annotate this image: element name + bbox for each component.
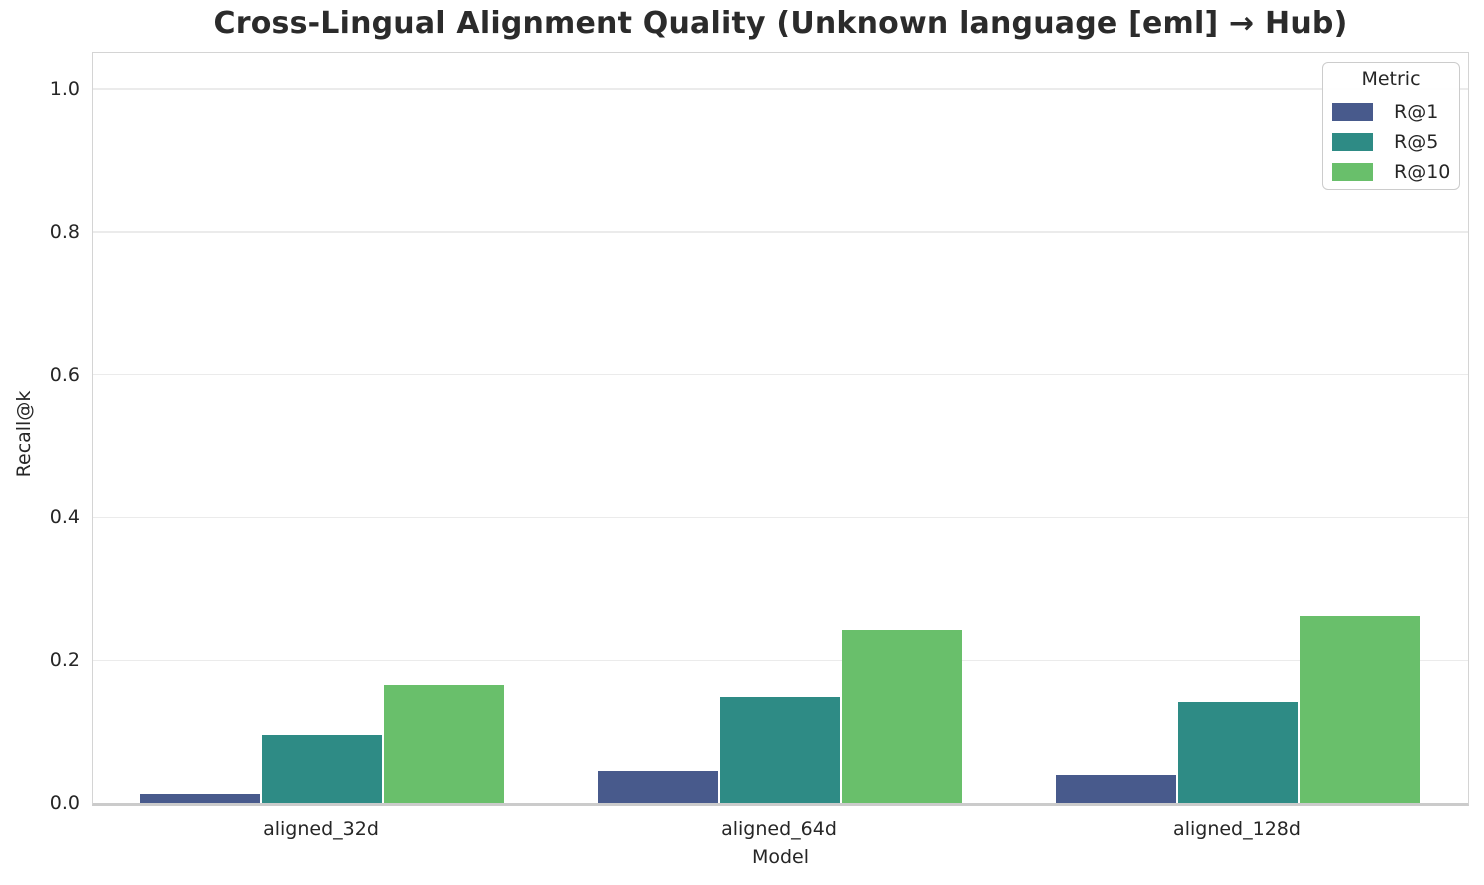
gridline (93, 373, 1468, 376)
legend-label: R@10 (1394, 161, 1451, 183)
y-tick-label: 0.4 (49, 506, 80, 529)
legend: Metric R@1 R@5 R@10 (1322, 62, 1460, 190)
gridline (93, 659, 1468, 661)
gridline (93, 516, 1468, 519)
bar-aligned_64d-R@5 (719, 697, 841, 803)
y-tick-label: 0.2 (49, 649, 80, 672)
bar-aligned_128d-R@5 (1177, 701, 1299, 803)
legend-swatch-icon (1332, 133, 1373, 151)
bar-aligned_128d-R@10 (1300, 615, 1421, 803)
bar-aligned_32d-R@10 (384, 685, 505, 803)
legend-item-R@5: R@5 (1323, 127, 1459, 157)
legend-item-R@1: R@1 (1323, 97, 1459, 127)
legend-swatch-icon (1332, 163, 1373, 181)
y-tick-label: 0.8 (49, 220, 80, 243)
gridline (93, 88, 1468, 90)
x-tick-label: aligned_128d (1173, 818, 1301, 840)
y-axis-label: Recall@k (13, 390, 35, 478)
legend-swatch-icon (1332, 103, 1373, 121)
bar-aligned_64d-R@10 (842, 630, 963, 803)
bar-aligned_128d-R@1 (1055, 775, 1176, 803)
legend-item-R@10: R@10 (1323, 157, 1459, 187)
plot-area (92, 52, 1469, 806)
y-tick-label: 0.6 (49, 363, 80, 386)
legend-label: R@1 (1394, 101, 1439, 123)
bar-aligned_32d-R@5 (261, 735, 383, 803)
y-tick-label: 0.0 (49, 792, 80, 814)
x-tick-label: aligned_64d (721, 818, 837, 840)
y-tick-label: 1.0 (49, 78, 80, 101)
bar-aligned_32d-R@1 (139, 794, 260, 803)
chart-title: Cross-Lingual Alignment Quality (Unknown… (213, 6, 1348, 41)
x-tick-label: aligned_32d (263, 818, 379, 840)
legend-label: R@5 (1394, 131, 1439, 153)
x-axis-label: Model (751, 846, 810, 868)
bar-aligned_64d-R@1 (597, 770, 718, 803)
legend-items: R@1 R@5 R@10 (1323, 97, 1459, 187)
legend-title: Metric (1361, 68, 1421, 90)
gridline (93, 231, 1468, 233)
